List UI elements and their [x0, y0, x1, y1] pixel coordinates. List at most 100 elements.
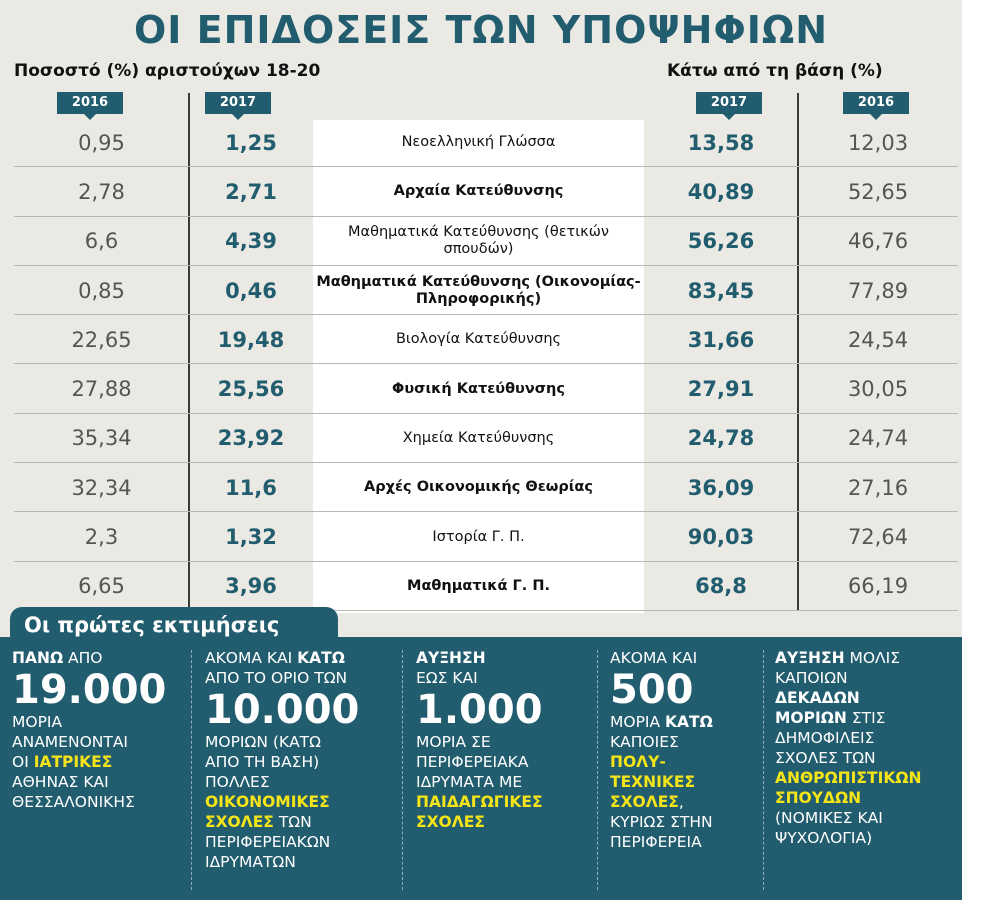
est5-text: ΨΥΧΟΛΟΓΙΑ) — [775, 829, 873, 847]
est5-text: ΔΕΚΑΔΩΝ — [775, 689, 860, 707]
subject-cell: Νεοελληνική Γλώσσα — [401, 134, 556, 151]
est4-text: ΜΟΡΙΑ — [610, 713, 666, 731]
est2-text: ΚΑΤΩ — [297, 649, 345, 667]
subject-cell: Βιολογία Κατεύθυνσης — [395, 331, 562, 348]
est2-text: ΤΩΝ — [273, 813, 312, 831]
below-base-2016-cell: 12,03 — [847, 130, 909, 155]
est3-highlight: ΠΑΙΔΑΓΩΓΙΚΕΣ — [416, 793, 543, 811]
table-row: 27,88 25,56 Φυσική Κατεύθυνσης 27,91 30,05 — [14, 365, 958, 414]
est1-text: ΠΑΝΩ — [12, 649, 64, 667]
est2-number: 10.000 — [205, 687, 360, 733]
est4-text: ΚΥΡΙΩΣ ΣΤΗΝ — [610, 813, 713, 831]
est5-highlight: ΣΠΟΥΔΩΝ — [775, 789, 862, 807]
column-divider-left — [188, 93, 190, 611]
est2-text: ΑΚΟΜΑ ΚΑΙ — [205, 649, 298, 667]
est4-text: ΠΕΡΙΦΕΡΕΙΑ — [610, 833, 702, 851]
below-base-2016-cell: 27,16 — [847, 475, 909, 500]
estimate-4: ΑΚΟΜΑ ΚΑΙ 500 ΜΟΡΙΑ ΚΑΤΩ ΚΑΠΟΙΕΣ ΠΟΛΥ- Τ… — [610, 648, 770, 852]
est4-highlight: ΠΟΛΥ- — [610, 753, 666, 771]
subject-cell: Αρχές Οικονομικής Θεωρίας — [364, 479, 593, 496]
est3-text: ΑΥΞΗΣΗ — [416, 649, 486, 667]
row-divider — [14, 264, 958, 266]
table-row: 32,34 11,6 Αρχές Οικονομικής Θεωρίας 36,09 2… — [14, 463, 958, 513]
below-base-2016-cell: 77,89 — [847, 278, 909, 303]
est1-text: ΑΠΟ — [63, 649, 103, 667]
est2-highlight: ΣΧΟΛΕΣ — [205, 813, 274, 831]
below-base-2017-cell: 40,89 — [687, 179, 755, 204]
est4-text: ΚΑΠΟΙΕΣ — [610, 733, 679, 751]
est2-text: ΑΠΟ ΤΗ ΒΑΣΗ) — [205, 753, 320, 771]
below-base-2016-cell: 66,19 — [847, 574, 909, 599]
estimate-divider — [402, 650, 403, 890]
below-base-2017-cell: 13,58 — [687, 130, 755, 155]
top-scorers-2016-cell: 32,34 — [71, 475, 132, 500]
est4-number: 500 — [610, 667, 694, 713]
est5-text: ΣΧΟΛΕΣ ΤΩΝ — [775, 749, 876, 767]
estimates-tab: Οι πρώτες εκτιμήσεις — [10, 607, 338, 641]
below-base-2017-cell: 36,09 — [687, 475, 755, 500]
table-row: 0,95 1,25 Νεοελληνική Γλώσσα 13,58 12,03 — [14, 118, 958, 168]
top-scorers-2017-cell: 25,56 — [217, 377, 285, 402]
table-row: 2,78 2,71 Αρχαία Κατεύθυνσης 40,89 52,65 — [14, 167, 958, 217]
row-divider — [14, 560, 958, 562]
right-section-header: Κάτω από τη βάση (%) — [667, 61, 883, 81]
est5-text: (ΝΟΜΙΚΕΣ ΚΑΙ — [775, 809, 883, 827]
est5-highlight: ΑΝΘΡΩΠΙΣΤΙΚΩΝ — [775, 769, 922, 787]
est1-text: ΑΝΑΜΕΝΟΝΤΑΙ — [12, 733, 129, 751]
year-badge-2017-right: 2017 — [696, 92, 762, 120]
row-divider — [14, 215, 958, 217]
left-section-header: Ποσοστό (%) αριστούχων 18-20 — [14, 61, 321, 81]
top-scorers-2017-cell: 1,32 — [225, 525, 277, 550]
est1-text: ΟΙ — [12, 753, 34, 771]
est3-highlight: ΣΧΟΛΕΣ — [416, 813, 485, 831]
est1-text: ΘΕΣΣΑΛΟΝΙΚΗΣ — [12, 793, 135, 811]
est3-number: 1.000 — [416, 687, 543, 733]
top-scorers-2016-cell: 2,3 — [84, 525, 119, 550]
below-base-2017-cell: 90,03 — [687, 525, 755, 550]
year-badge-2017-left: 2017 — [205, 92, 271, 120]
top-scorers-2016-cell: 0,95 — [78, 130, 125, 155]
est2-text: ΙΔΡΥΜΑΤΩΝ — [205, 853, 296, 871]
row-divider — [14, 166, 958, 168]
table-row: 0,85 0,46 Μαθηματικά Κατεύθυνσης (Οικονομί… — [14, 266, 958, 316]
top-scorers-2016-cell: 2,78 — [78, 179, 125, 204]
est1-number: 19.000 — [12, 667, 167, 713]
estimates-panel — [0, 637, 962, 900]
below-base-2017-cell: 27,91 — [687, 377, 755, 402]
row-divider — [14, 363, 958, 365]
est4-text: ΚΑΤΩ — [665, 713, 713, 731]
top-scorers-2017-cell: 23,92 — [217, 426, 285, 451]
estimate-divider — [597, 650, 598, 890]
below-base-2016-cell: 24,74 — [847, 426, 909, 451]
below-base-2016-cell: 72,64 — [847, 525, 909, 550]
estimate-divider — [763, 650, 764, 890]
top-scorers-2017-cell: 2,71 — [225, 179, 277, 204]
est5-text: ΜΟΛΙΣ — [844, 649, 901, 667]
est5-text: ΚΑΠΟΙΩΝ — [775, 669, 848, 687]
est3-text: ΕΩΣ ΚΑΙ — [416, 669, 478, 687]
below-base-2017-cell: 68,8 — [695, 574, 747, 599]
est5-text: ΑΥΞΗΣΗ — [775, 649, 845, 667]
est3-text: ΜΟΡΙΑ ΣΕ — [416, 733, 491, 751]
top-scorers-2016-cell: 27,88 — [71, 377, 132, 402]
below-base-2017-cell: 31,66 — [687, 327, 755, 352]
est5-text: ΔΗΜΟΦΙΛΕΙΣ — [775, 729, 875, 747]
table-row: 22,65 19,48 Βιολογία Κατεύθυνσης 31,66 24,54 — [14, 315, 958, 365]
top-scorers-2016-cell: 35,34 — [71, 426, 132, 451]
top-scorers-2016-cell: 6,65 — [78, 574, 125, 599]
est5-text: ΣΤΙΣ — [846, 709, 886, 727]
estimate-2: ΑΚΟΜΑ ΚΑΙ ΚΑΤΩ ΑΠΟ ΤΟ ΟΡΙΟ ΤΩΝ 10.000 ΜΟ… — [205, 648, 390, 872]
table-row: 2,3 1,32 Ιστορία Γ. Π. 90,03 72,64 — [14, 512, 958, 562]
est1-text: ΜΟΡΙΑ — [12, 713, 63, 731]
est4-highlight: ΣΧΟΛΕΣ — [610, 793, 679, 811]
est3-text: ΙΔΡΥΜΑΤΑ ΜΕ — [416, 773, 523, 791]
below-base-2017-cell: 56,26 — [687, 229, 755, 254]
estimate-1: ΠΑΝΩ ΑΠΟ 19.000 ΜΟΡΙΑ ΑΝΑΜΕΝΟΝΤΑΙ ΟΙ ΙΑΤ… — [12, 648, 187, 812]
top-scorers-2017-cell: 4,39 — [225, 229, 277, 254]
top-scorers-2016-cell: 22,65 — [71, 327, 132, 352]
estimate-divider — [191, 650, 192, 890]
below-base-2016-cell: 30,05 — [847, 377, 909, 402]
subject-cell: Μαθηματικά Κατεύθυνσης (θετικών σπουδών) — [348, 224, 609, 258]
top-scorers-2017-cell: 19,48 — [217, 327, 285, 352]
estimate-3: ΑΥΞΗΣΗ ΕΩΣ ΚΑΙ 1.000 ΜΟΡΙΑ ΣΕ ΠΕΡΙΦΕΡΕΙΑ… — [416, 648, 591, 832]
